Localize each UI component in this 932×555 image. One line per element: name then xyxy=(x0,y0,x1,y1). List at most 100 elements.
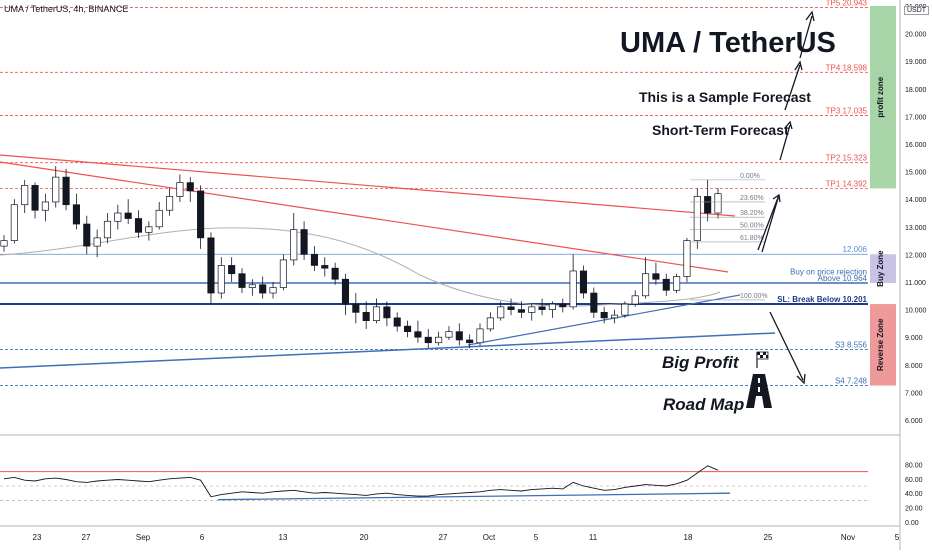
time-tick-12: Nov xyxy=(841,533,855,542)
candle-body xyxy=(445,331,453,338)
candle-body xyxy=(507,306,515,310)
forecast-arrow-3 xyxy=(784,64,801,111)
candle-body xyxy=(435,336,443,344)
candle-body xyxy=(176,182,184,197)
level-label-0: TP5 20.943 xyxy=(826,0,868,8)
candle-body xyxy=(704,196,712,214)
candle-body xyxy=(93,237,101,247)
candle-body xyxy=(600,312,608,319)
candle-body xyxy=(642,273,650,297)
level-label-1: TP4 18.598 xyxy=(826,63,868,72)
rsi-tick-2: 40.00 xyxy=(905,491,923,498)
ascending-support-line xyxy=(0,332,776,369)
symbol-header: UMA / TetherUS, 4h, BINANCE xyxy=(4,4,129,14)
candle-body xyxy=(683,240,691,277)
fib-label-0: 0.00% xyxy=(740,173,760,180)
candle-body xyxy=(269,287,277,294)
candle-body xyxy=(41,201,49,211)
rsi-line xyxy=(3,465,719,498)
level-label-2: TP3 17.035 xyxy=(826,106,868,115)
candle-body xyxy=(207,237,215,294)
price-tick-15: 6.000 xyxy=(905,418,923,425)
candle-body xyxy=(404,325,412,333)
price-axis[interactable]: 21.00020.00019.00018.00017.00016.00015.0… xyxy=(905,4,927,425)
fib-label-2: 38.20% xyxy=(740,210,764,217)
candle-body xyxy=(238,273,246,288)
currency-badge[interactable]: USDT xyxy=(904,6,930,15)
candle-body xyxy=(383,306,391,319)
zone-1 xyxy=(870,254,896,283)
price-tick-11: 10.000 xyxy=(905,308,927,315)
zone-2 xyxy=(870,304,896,386)
candle-body xyxy=(579,270,588,294)
candle-body xyxy=(652,273,660,280)
candle-body xyxy=(145,226,153,233)
candle-body xyxy=(590,292,598,313)
price-tick-8: 13.000 xyxy=(905,225,927,232)
time-tick-13: 5 xyxy=(895,533,900,542)
descending-trendline-1 xyxy=(0,154,736,217)
candle-body xyxy=(259,284,267,294)
candle-body xyxy=(497,306,505,319)
candle-body xyxy=(517,309,525,313)
price-tick-2: 19.000 xyxy=(905,59,927,66)
time-tick-6: 27 xyxy=(439,533,448,542)
fib-label-3: 50.00% xyxy=(740,223,764,230)
road-icon xyxy=(746,374,772,408)
level-label-9: S3 8.556 xyxy=(835,340,868,349)
level-label-8: SL: Break Below 10.201 xyxy=(777,295,867,304)
price-tick-10: 11.000 xyxy=(905,280,926,287)
candle-body xyxy=(424,336,432,344)
candle-body xyxy=(621,303,629,316)
candle-body xyxy=(0,240,8,247)
zone-label-2: Reverse Zone xyxy=(876,318,885,371)
level-label-7: Above 10.964 xyxy=(818,274,868,283)
candle-body xyxy=(228,265,236,275)
time-tick-10: 18 xyxy=(684,533,693,542)
candle-body xyxy=(62,176,70,206)
candle-body xyxy=(197,190,205,239)
chart-subtitle-1: This is a Sample Forecast xyxy=(639,89,811,105)
fib-label-4: 61.80% xyxy=(740,235,764,242)
candle-body xyxy=(186,182,194,192)
candle-body xyxy=(279,259,287,288)
candle-body xyxy=(21,185,29,206)
rsi-indicator xyxy=(0,465,868,501)
level-label-6: Buy on price rejection xyxy=(790,267,867,276)
moving-average-line xyxy=(0,227,721,307)
zone-label-1: Buy Zone xyxy=(876,250,885,287)
finish-flag-icon xyxy=(756,351,769,368)
price-tick-5: 16.000 xyxy=(905,142,927,149)
brand-big-profit: Big Profit xyxy=(662,353,740,372)
descending-trendline-2 xyxy=(0,161,729,273)
candle-body xyxy=(476,328,484,344)
fib-label-5: 100.00% xyxy=(740,293,768,300)
candle-body xyxy=(321,265,329,269)
candle-body xyxy=(114,212,122,222)
candle-body xyxy=(486,317,494,330)
candle-body xyxy=(72,204,80,225)
rsi-tick-1: 60.00 xyxy=(905,477,923,484)
candle-body xyxy=(662,278,670,291)
rsi-trendline xyxy=(217,492,731,501)
rsi-axis: 80.00 60.00 40.00 20.00 0.00 xyxy=(905,462,923,527)
candle-body xyxy=(559,303,567,308)
candle-body xyxy=(52,176,60,203)
candle-body xyxy=(362,312,370,321)
fib-label-1: 23.60% xyxy=(740,195,764,202)
candle-body xyxy=(331,267,339,280)
price-tick-7: 14.000 xyxy=(905,197,927,204)
candle-body xyxy=(693,196,701,241)
candle-body xyxy=(631,295,639,305)
candle-body xyxy=(124,212,132,219)
zone-0 xyxy=(870,6,896,189)
price-tick-13: 8.000 xyxy=(905,363,923,370)
price-tick-6: 15.000 xyxy=(905,170,927,177)
price-tick-4: 17.000 xyxy=(905,114,927,121)
zone-label-0: profit zone xyxy=(876,76,885,117)
time-axis[interactable]: 23 27 Sep 6 13 20 27 Oct 5 11 18 25 Nov 5 xyxy=(33,533,900,542)
candle-body xyxy=(352,303,360,313)
candle-body xyxy=(341,278,350,305)
candle-body xyxy=(714,193,722,214)
